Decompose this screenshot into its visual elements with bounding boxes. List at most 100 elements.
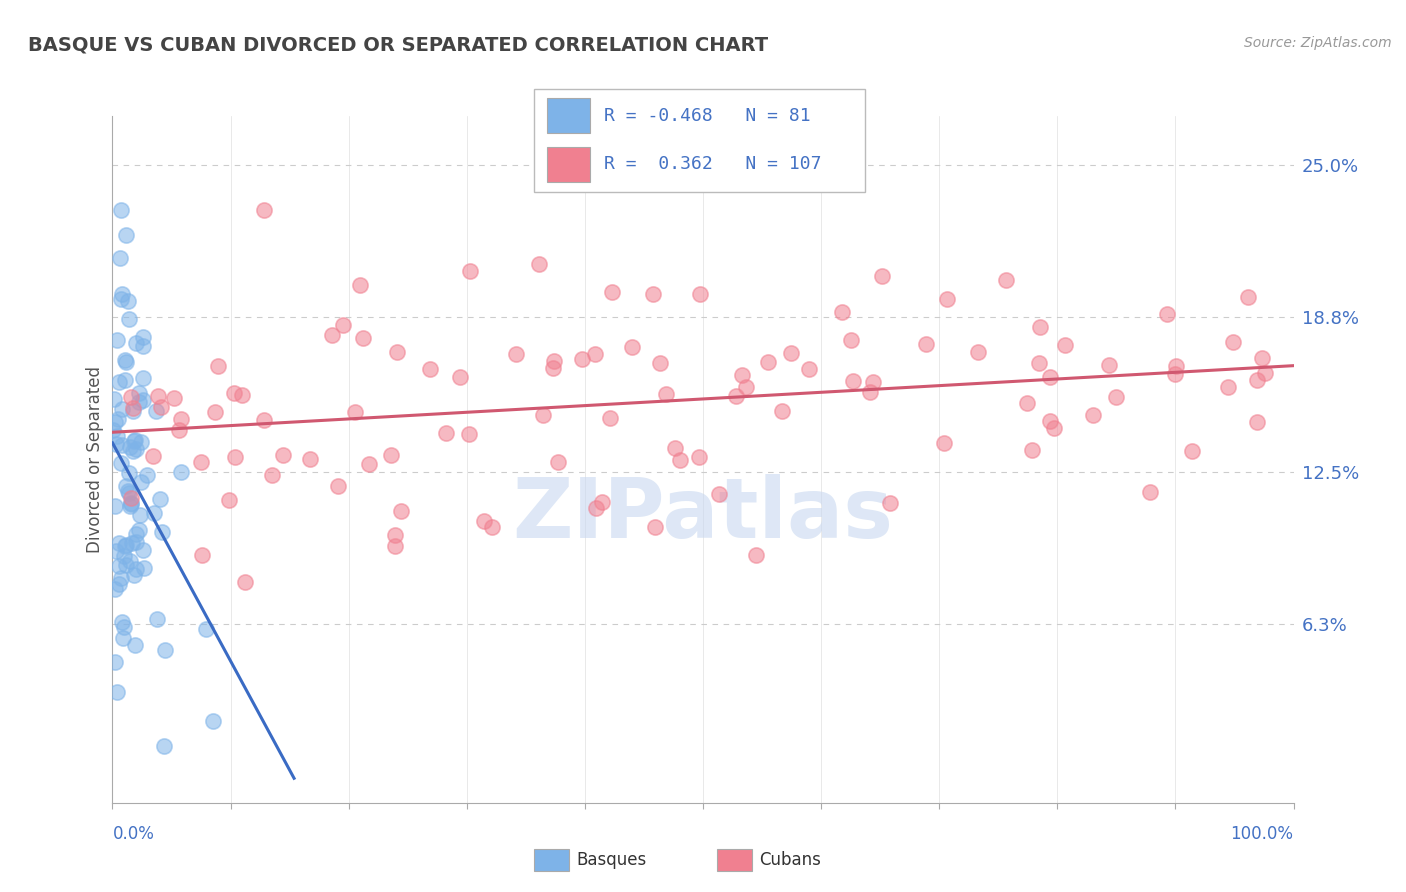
- Point: [152, 739, 174, 754]
- Point: [110, 202, 132, 217]
- Point: [121, 535, 143, 549]
- Point: [110, 287, 132, 301]
- Point: [128, 523, 150, 537]
- Point: [599, 411, 621, 425]
- Point: [328, 479, 350, 493]
- Point: [155, 642, 177, 657]
- Point: [770, 403, 793, 417]
- Point: [253, 202, 276, 217]
- Point: [103, 582, 125, 596]
- Point: [591, 494, 613, 508]
- Point: [207, 359, 229, 374]
- Point: [150, 401, 173, 415]
- Point: [114, 620, 136, 634]
- Point: [107, 412, 129, 426]
- Point: [298, 452, 321, 467]
- Point: [129, 435, 152, 450]
- Point: [797, 361, 820, 376]
- Point: [231, 387, 253, 401]
- Point: [111, 615, 134, 629]
- Point: [966, 344, 988, 359]
- Point: [1028, 319, 1050, 334]
- Point: [650, 355, 672, 369]
- Point: [107, 375, 129, 389]
- Point: [600, 285, 623, 299]
- Point: [114, 227, 136, 242]
- Point: [531, 408, 554, 422]
- Point: [1254, 367, 1277, 381]
- Point: [529, 257, 551, 271]
- Point: [122, 568, 145, 582]
- Point: [114, 539, 136, 553]
- FancyBboxPatch shape: [547, 98, 591, 133]
- Point: [669, 452, 692, 467]
- Point: [121, 401, 143, 415]
- Point: [689, 287, 711, 301]
- Point: [780, 346, 803, 360]
- Point: [253, 413, 276, 427]
- Text: 0.0%: 0.0%: [112, 825, 155, 843]
- Point: [731, 368, 754, 382]
- Point: [756, 354, 779, 368]
- Point: [994, 272, 1017, 286]
- Point: [1017, 395, 1039, 409]
- Point: [146, 612, 169, 626]
- Point: [118, 486, 141, 500]
- Point: [122, 444, 145, 458]
- Point: [169, 411, 191, 425]
- Point: [105, 333, 128, 347]
- Point: [1246, 415, 1268, 429]
- Point: [1098, 358, 1121, 372]
- Point: [1028, 356, 1050, 370]
- Point: [389, 504, 412, 518]
- Point: [124, 335, 146, 350]
- Point: [132, 393, 155, 408]
- Point: [1105, 390, 1128, 404]
- Point: [879, 496, 901, 510]
- Point: [169, 465, 191, 479]
- Point: [150, 525, 173, 540]
- Point: [115, 355, 138, 369]
- Point: [129, 475, 152, 489]
- Point: [112, 549, 135, 563]
- Point: [110, 456, 132, 470]
- Point: [387, 344, 409, 359]
- Point: [163, 391, 186, 405]
- Point: [120, 491, 142, 505]
- Point: [124, 562, 146, 576]
- Point: [117, 483, 139, 498]
- Point: [935, 292, 957, 306]
- Point: [190, 455, 212, 469]
- Point: [115, 558, 138, 572]
- Point: [349, 277, 371, 292]
- Point: [114, 352, 136, 367]
- Point: [1043, 421, 1066, 435]
- Point: [108, 577, 131, 591]
- Point: [112, 631, 135, 645]
- Text: Source: ZipAtlas.com: Source: ZipAtlas.com: [1244, 36, 1392, 50]
- Point: [167, 423, 190, 437]
- Point: [104, 656, 127, 670]
- Point: [1156, 307, 1178, 321]
- Point: [124, 434, 146, 449]
- Point: [120, 440, 142, 454]
- Point: [131, 542, 153, 557]
- Point: [132, 330, 155, 344]
- Y-axis label: Divorced or Separated: Divorced or Separated: [86, 366, 104, 553]
- Point: [142, 506, 165, 520]
- Point: [149, 491, 172, 506]
- Point: [859, 385, 882, 400]
- Point: [1163, 368, 1185, 382]
- Point: [120, 554, 142, 568]
- Point: [735, 380, 758, 394]
- Point: [117, 294, 139, 309]
- Point: [583, 347, 606, 361]
- Point: [194, 622, 217, 636]
- Point: [1081, 409, 1104, 423]
- Point: [120, 495, 142, 509]
- Point: [543, 354, 565, 368]
- Point: [125, 527, 148, 541]
- Point: [146, 389, 169, 403]
- Point: [472, 514, 495, 528]
- Point: [125, 535, 148, 549]
